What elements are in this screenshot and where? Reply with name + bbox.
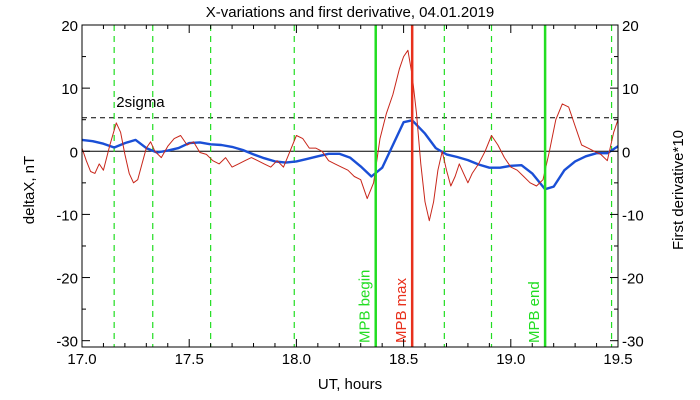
y-tick-label-right-3: 0 xyxy=(622,144,630,161)
axis-ticks: 17.0 17.5 18.0 18.5 19.0 19.5-30 -30-20 -20-10-… xyxy=(56,18,643,368)
x-tick-label-1: 17.5 xyxy=(175,351,204,368)
series-line-first-derivative-10 xyxy=(81,49,619,222)
y-tick-label-left-5: 20 xyxy=(61,18,78,35)
marker-label-mpb-end: MPB end xyxy=(526,281,543,343)
chart-title: X-variations and first derivative, 04.01… xyxy=(206,4,495,21)
y-tick-label-right-4: 10 xyxy=(622,81,639,98)
x-tick-label-2: 18.0 xyxy=(282,351,311,368)
marker-label-mpb-begin: MPB begin xyxy=(357,270,374,343)
vertical-marker-lines: 2sigma xyxy=(82,25,618,347)
y-tick-label-right-0: -30 xyxy=(622,334,644,351)
y-tick-label-left-1: -20 xyxy=(56,271,78,288)
y-tick-label-left-4: 10 xyxy=(61,81,78,98)
y-tick-label-right-1: -20 xyxy=(622,271,644,288)
y-axis-right-label: First derivative*10 xyxy=(670,130,687,250)
x-tick-label-5: 19.5 xyxy=(603,351,632,368)
y-axis-left-label: deltaX, nT xyxy=(21,156,38,224)
y-tick-label-left-0: -30 xyxy=(56,334,78,351)
threshold-label: 2sigma xyxy=(116,94,165,111)
plot-area: 2sigma MPB begin MPB max MPB end 17.0 17.5 1… xyxy=(56,18,643,368)
y-tick-label-right-2: -10 xyxy=(622,207,644,224)
y-tick-label-left-2: -10 xyxy=(56,207,78,224)
series-line-deltax xyxy=(81,119,619,191)
y-tick-label-left-3: 0 xyxy=(70,144,78,161)
marker-label-mpb-max: MPB max xyxy=(393,277,410,343)
x-axis-label: UT, hours xyxy=(318,376,382,393)
x-tick-label-0: 17.0 xyxy=(67,351,96,368)
x-tick-label-3: 18.5 xyxy=(389,351,418,368)
plot-frame xyxy=(81,24,619,348)
y-tick-label-right-5: 20 xyxy=(622,18,639,35)
x-tick-label-4: 19.0 xyxy=(496,351,525,368)
series-layer: MPB begin MPB max MPB end xyxy=(81,25,619,347)
